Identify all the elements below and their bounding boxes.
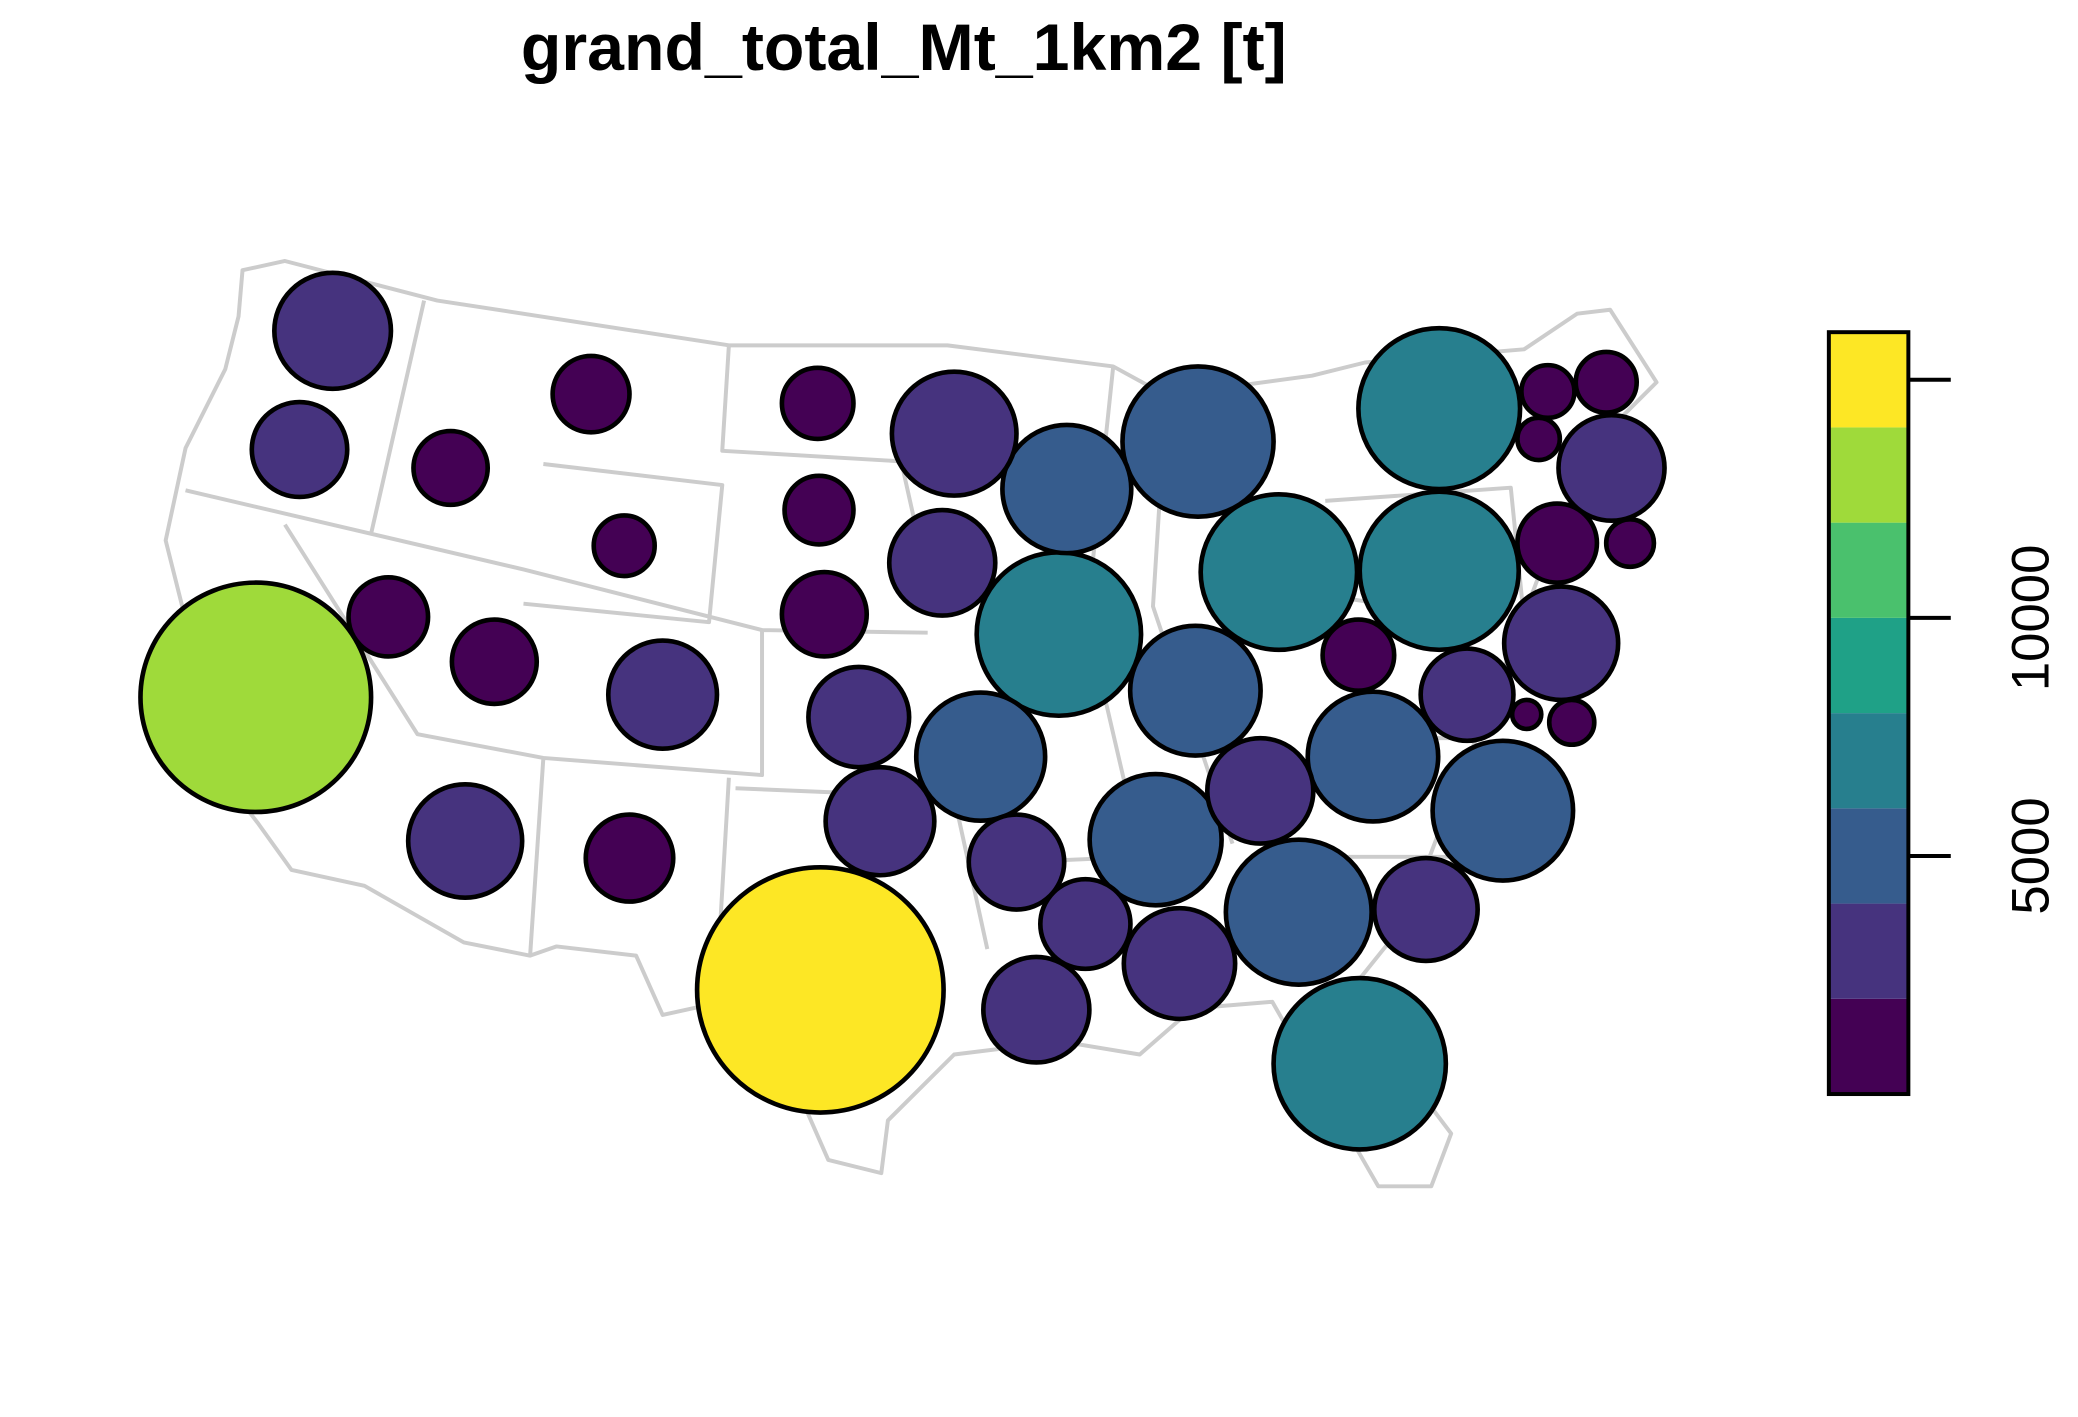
state-symbol: [974, 549, 1144, 719]
state-symbol: [550, 353, 632, 435]
state-symbol: [1519, 362, 1577, 421]
state-symbol: [1357, 489, 1522, 653]
state-symbol: [1204, 735, 1316, 846]
state-symbol: [1515, 415, 1563, 463]
state-symbol: [886, 507, 998, 618]
state-symbol: [1223, 837, 1374, 987]
state-symbol: [889, 369, 1019, 498]
state-symbol: [1320, 617, 1397, 694]
legend-swatch: [1828, 332, 1909, 428]
state-symbol: [1556, 412, 1667, 523]
symbols: [138, 270, 1667, 1152]
state-symbol: [591, 513, 657, 579]
state-symbol: [782, 473, 856, 547]
state-symbol: [405, 781, 525, 900]
state-symbol: [1501, 584, 1621, 703]
state-symbol: [1546, 697, 1597, 748]
state-symbol: [823, 764, 937, 878]
legend-swatch: [1828, 427, 1909, 523]
state-symbol: [1418, 646, 1516, 744]
state-symbol: [138, 580, 374, 815]
state-symbol: [1430, 738, 1576, 883]
legend-swatch: [1828, 998, 1909, 1095]
state-symbol: [779, 569, 870, 659]
state-symbol: [1573, 349, 1640, 415]
state-symbol: [1038, 876, 1133, 972]
state-symbol: [1371, 855, 1480, 964]
state-symbol: [346, 575, 431, 659]
state-symbol: [1515, 501, 1600, 585]
legend-swatch: [1828, 713, 1909, 809]
state-symbol: [779, 365, 856, 442]
chart-title: grand_total_Mt_1km2 [t]: [521, 11, 1287, 85]
state-symbol: [605, 638, 720, 752]
state-symbol: [966, 812, 1067, 912]
state-symbol: [1356, 325, 1523, 492]
state-symbol: [1603, 517, 1657, 570]
legend-swatch: [1828, 522, 1909, 618]
state-symbol: [249, 399, 350, 500]
state-symbol: [1305, 689, 1441, 824]
state-symbol: [1198, 491, 1360, 653]
state-symbol: [1127, 623, 1263, 758]
legend-tick-label: 5000: [2001, 797, 2060, 914]
legend-frame: [1826, 330, 1911, 1097]
state-symbol: [694, 865, 946, 1115]
state-symbol: [583, 812, 676, 904]
legend-tick-label: 10000: [2001, 545, 2060, 692]
state-symbol: [1120, 364, 1276, 520]
state-symbol: [1121, 905, 1238, 1022]
state-symbol: [449, 617, 540, 707]
state-symbol: [1271, 975, 1449, 1152]
state-symbol: [806, 664, 912, 770]
legend-swatch: [1828, 808, 1909, 904]
state-symbol: [272, 270, 394, 392]
legend-swatch: [1828, 903, 1909, 999]
state-symbol: [913, 690, 1048, 824]
legend: 5000 10000: [1826, 330, 2060, 1097]
state-symbol: [1000, 422, 1134, 556]
state-symbol: [1509, 697, 1544, 732]
state-symbol: [981, 954, 1092, 1065]
legend-swatch: [1828, 617, 1909, 714]
state-symbol: [1087, 771, 1224, 908]
state-symbol: [411, 428, 491, 508]
